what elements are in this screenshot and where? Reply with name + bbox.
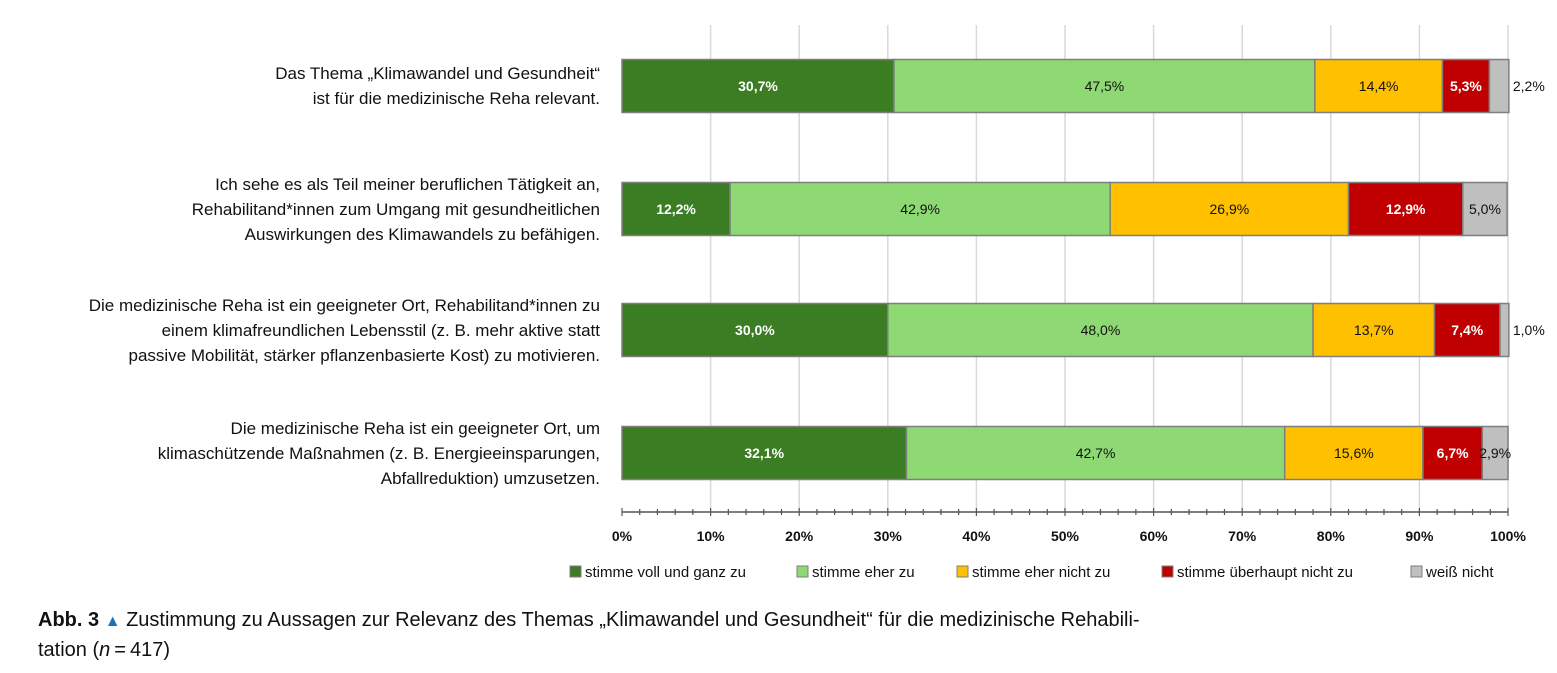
data-label: 5,0% [1469, 201, 1501, 217]
bar-segment [1462, 181, 1508, 237]
data-label: 6,7% [1437, 445, 1469, 461]
data-label: 32,1% [744, 445, 784, 461]
bar-segment [1441, 58, 1491, 114]
category-label-line: Rehabilitand*innen zum Umgang mit gesund… [191, 199, 600, 219]
x-tick-label: 10% [697, 528, 726, 544]
data-label: 15,6% [1334, 445, 1374, 461]
data-label: 12,9% [1386, 201, 1426, 217]
stacked-bar-chart: 30,7% 47,5% 14,4% 5,3% 2,2% 12,2% 42,9% 26,9% 12… [569, 25, 1545, 581]
x-tick-label: 40% [962, 528, 991, 544]
bar-segment [621, 302, 889, 358]
bar-segment [1314, 58, 1444, 114]
data-label: 13,7% [1354, 322, 1394, 338]
caption-n-symbol: n [99, 639, 111, 661]
caption-text: Zustimmung zu Aussagen zur Relevanz des … [126, 609, 1140, 631]
caption-text-2-suffix: = 417) [110, 639, 170, 661]
data-label: 1,0% [1513, 322, 1545, 338]
x-tick-label: 100% [1490, 528, 1526, 544]
bar-segment [1481, 425, 1509, 481]
x-tick-label: 0% [612, 528, 633, 544]
x-tick-label: 50% [1051, 528, 1080, 544]
bar-segment [1488, 58, 1510, 114]
data-label: 30,0% [735, 322, 775, 338]
data-label: 42,9% [900, 201, 940, 217]
category-label-line: Auswirkungen des Klimawandels zu befähig… [244, 224, 600, 244]
legend-swatch [569, 565, 582, 578]
data-label: 5,3% [1450, 78, 1482, 94]
legend-swatch [956, 565, 969, 578]
x-tick-label: 90% [1405, 528, 1434, 544]
figure-caption: Abb. 3 ▲ Zustimmung zu Aussagen zur Rele… [38, 606, 1298, 664]
legend-label: stimme eher nicht zu [972, 564, 1110, 581]
legend-swatch [1410, 565, 1423, 578]
data-label: 48,0% [1081, 322, 1121, 338]
category-label-line: klimaschützende Maßnahmen (z. B. Energie… [157, 443, 600, 463]
legend-label: weiß nicht [1425, 564, 1494, 581]
category-label-line: Die medizinische Reha ist ein geeigneter… [230, 418, 600, 438]
legend-swatch [796, 565, 809, 578]
caption-label: Abb. 3 [38, 609, 100, 631]
category-label-line: ist für die medizinische Reha relevant. [312, 89, 600, 108]
x-tick-label: 30% [874, 528, 903, 544]
category-label-line: Die medizinische Reha ist ein geeigneter… [88, 295, 600, 315]
bar-segment [1283, 425, 1424, 481]
category-label: Die medizinische Reha ist ein geeigneter… [89, 293, 600, 368]
category-label-line: passive Mobilität, stärker pflanzenbasie… [128, 345, 600, 365]
caption-text-2-prefix: tation ( [38, 639, 100, 661]
category-label: Ich sehe es als Teil meiner beruflichen … [192, 172, 600, 247]
data-label: 2,2% [1513, 78, 1545, 94]
bar-segment [887, 302, 1314, 358]
category-label: Das Thema „Klimawandel und Gesundheit“ is… [275, 61, 600, 111]
category-label-line: Abfallreduktion) umzusetzen. [380, 468, 600, 488]
legend-label: stimme eher zu [812, 564, 915, 581]
legend-label: stimme überhaupt nicht zu [1177, 564, 1353, 581]
category-label-line: Ich sehe es als Teil meiner beruflichen … [215, 174, 600, 194]
category-label-line: einem klimafreundlichen Lebensstil (z. B… [161, 320, 600, 340]
x-tick-label: 80% [1317, 528, 1346, 544]
bar-segment [1499, 302, 1510, 358]
bar-segment [621, 181, 731, 237]
category-label: Die medizinische Reha ist ein geeigneter… [158, 416, 600, 491]
data-label: 2,9% [1479, 445, 1511, 461]
x-tick-label: 20% [785, 528, 814, 544]
bar-segment [905, 425, 1286, 481]
category-label-line: Das Thema „Klimawandel und Gesundheit“ [275, 64, 600, 83]
data-label: 30,7% [738, 78, 778, 94]
data-label: 7,4% [1451, 322, 1483, 338]
data-label: 14,4% [1359, 78, 1399, 94]
data-label: 26,9% [1210, 201, 1250, 217]
x-tick-label: 60% [1140, 528, 1169, 544]
bar-segment [1109, 181, 1350, 237]
bar-segment [893, 58, 1316, 114]
bar-segment [1422, 425, 1484, 481]
caption-triangle-icon: ▲ [104, 613, 121, 630]
legend-swatch [1161, 565, 1174, 578]
bar-segment [729, 181, 1111, 237]
legend-label: stimme voll und ganz zu [585, 564, 746, 581]
data-label: 12,2% [656, 201, 696, 217]
bar-segment [1433, 302, 1501, 358]
bar-segment [621, 425, 908, 481]
x-tick-label: 70% [1228, 528, 1257, 544]
data-label: 42,7% [1076, 445, 1116, 461]
data-label: 47,5% [1085, 78, 1125, 94]
